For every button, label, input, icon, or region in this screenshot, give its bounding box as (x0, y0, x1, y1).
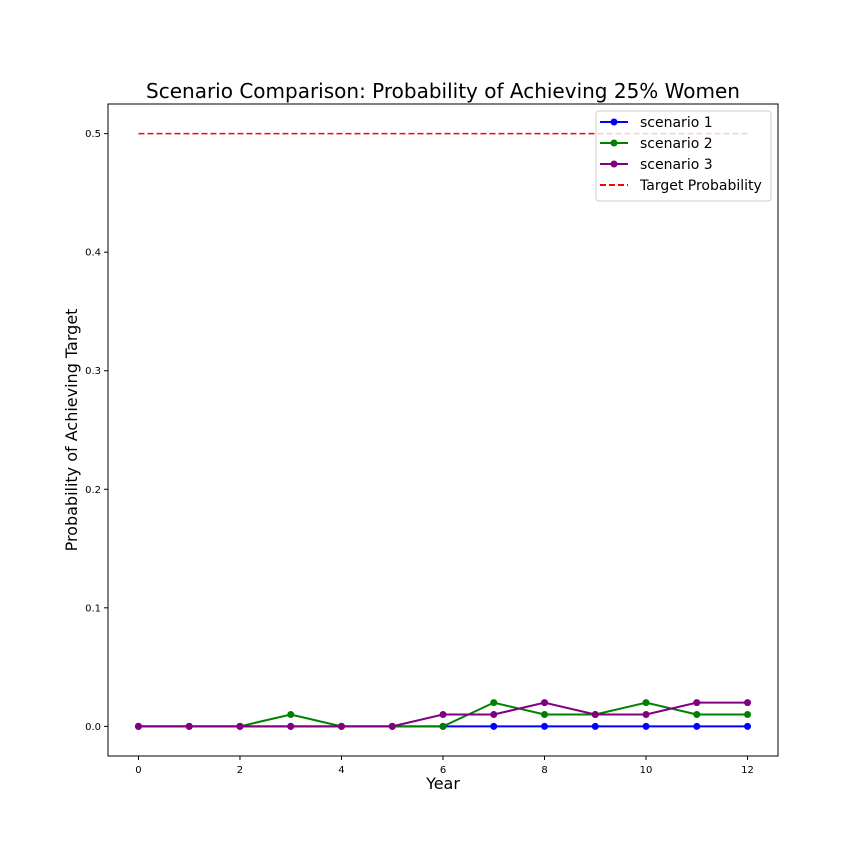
legend-label: scenario 2 (640, 136, 713, 152)
series-3-point (236, 722, 244, 730)
series-1-point (642, 722, 650, 730)
series-3-point (744, 699, 752, 707)
legend-label: scenario 3 (640, 157, 713, 173)
chart-title: Scenario Comparison: Probability of Achi… (146, 79, 740, 103)
x-tick-label: 8 (541, 765, 547, 776)
legend-swatch-marker (610, 160, 618, 168)
series-3-point (337, 722, 345, 730)
x-tick-label: 12 (741, 765, 754, 776)
series-3-point (642, 711, 650, 719)
x-tick-label: 10 (640, 765, 653, 776)
plot-area: 0 2 4 6 8 10 12 0.0 0.1 0.2 0.3 0.4 0.5 (85, 103, 779, 776)
series-3-point (541, 699, 549, 707)
series-1-point (541, 722, 549, 730)
series-3-point (134, 722, 142, 730)
series-1-point (693, 722, 701, 730)
series-1-point (490, 722, 498, 730)
series-2-point (642, 699, 650, 707)
y-tick-label: 0.5 (85, 129, 101, 140)
series-3-point (591, 711, 599, 719)
legend-box (595, 110, 772, 202)
series-2-point (541, 711, 549, 719)
series-3-point (287, 722, 295, 730)
series-1-point (591, 722, 599, 730)
legend-swatch-marker (610, 118, 618, 126)
legend: scenario 1 scenario 2 scenario 3 Target Pro… (595, 110, 772, 202)
series-3-point (388, 722, 396, 730)
y-tick-label: 0.3 (85, 366, 101, 377)
y-tick-label: 0.1 (85, 603, 101, 614)
series-1-point (744, 722, 752, 730)
x-tick-label: 6 (440, 765, 446, 776)
series-3-point (693, 699, 701, 707)
x-axis-label: Year (425, 774, 460, 793)
x-tick-label: 0 (135, 765, 141, 776)
y-axis-label: Probability of Achieving Target (62, 309, 81, 552)
x-tick-label: 4 (338, 765, 344, 776)
legend-swatch-marker (610, 139, 618, 147)
plot-frame (107, 103, 779, 757)
series-2-point (744, 711, 752, 719)
x-tick-label: 2 (237, 765, 243, 776)
series-3-point (185, 722, 193, 730)
series-2-point (287, 711, 295, 719)
series-2-point (693, 711, 701, 719)
legend-label: Target Probability (639, 178, 762, 194)
y-tick-label: 0.0 (85, 722, 101, 733)
series-3-point (439, 711, 447, 719)
series-2-point (439, 722, 447, 730)
legend-label: scenario 1 (640, 115, 713, 131)
series-3-point (490, 711, 498, 719)
series-2-point (490, 699, 498, 707)
y-tick-label: 0.4 (85, 248, 101, 259)
y-tick-label: 0.2 (85, 485, 101, 496)
